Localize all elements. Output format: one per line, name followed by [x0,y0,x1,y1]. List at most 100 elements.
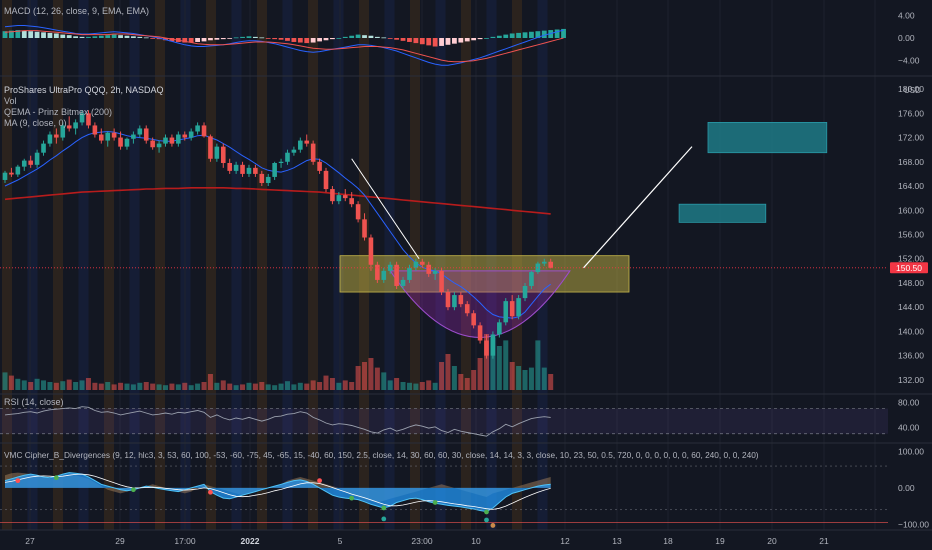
candle-body [330,189,335,202]
macd-histogram-bar [407,38,412,42]
candle-body [66,125,72,129]
volume-bar [477,358,483,390]
volume-bar [163,385,168,390]
macd-histogram-bar [47,32,53,38]
candle-body [342,195,348,199]
volume-bar [394,378,400,390]
macd-histogram-bar [111,34,117,38]
volume-bar [207,374,213,390]
macd-histogram-bar [368,35,374,38]
candle-body [471,313,476,326]
trend-line [351,158,420,259]
candle-body [60,125,66,138]
macd-histogram-bar [28,31,34,38]
candle-body [291,149,297,153]
macd-histogram-bar [79,36,85,38]
session-stripe [155,0,165,530]
volume-bar [291,384,297,390]
vmc-y-tick-label: 0.00 [898,483,915,493]
volume-bar [85,378,91,390]
macd-histogram-bar [297,38,303,43]
macd-histogram-bar [529,31,534,38]
vmc-cross-dot [208,489,213,495]
volume-bar [304,383,310,390]
candle-body [548,261,553,268]
macd-histogram-bar [374,36,380,38]
macd-histogram-bar [98,35,104,38]
price-y-tick-label: 164.00 [898,181,924,191]
volume-bar [374,367,380,390]
price-y-tick-label: 180.00 [898,84,924,94]
macd-histogram-bar [387,38,393,39]
macd-histogram-bar [477,38,483,40]
macd-histogram-bar [21,30,27,38]
volume-bar [387,380,393,390]
macd-histogram-bar [541,30,547,38]
rsi-band [0,408,888,434]
macd-histogram-bar [208,38,213,41]
volume-bar [41,380,47,390]
volume-bar [34,378,40,390]
macd-histogram-bar [561,28,566,38]
volume-bar [124,383,130,390]
volume-bar [464,378,470,390]
candle-body [420,261,425,265]
macd-histogram-bar [458,38,464,43]
macd-histogram-bar [426,38,432,46]
candle-body [464,304,470,314]
macd-histogram-bar [394,38,400,40]
volume-bar [406,382,412,390]
candle-body [208,136,213,159]
volume-bar [265,384,271,390]
macd-y-tick-label: 0.00 [898,33,915,43]
candle-body [227,162,232,171]
volume-bar [28,382,34,390]
volume-bar [111,384,117,390]
volume-bar [143,382,149,390]
x-tick-label: 23:00 [411,536,433,546]
macd-histogram-bar [432,38,438,47]
candle-body [150,140,155,148]
session-stripe [333,0,344,530]
vmc-cross-dot [53,475,59,481]
candle-body [105,132,111,141]
macd-histogram-bar [496,35,502,38]
volume-bar [8,375,14,390]
volume-bar [21,380,27,390]
volume-bar [66,379,72,390]
rsi-title: RSI (14, close) [4,397,64,407]
vmc-cross-dot [432,500,438,505]
volume-bar [278,383,284,390]
volume-bar [535,340,541,390]
volume-bar [528,367,534,390]
macd-histogram-bar [53,33,59,38]
x-tick-label: 19 [715,536,725,546]
volume-bar [214,382,220,390]
vmc-signal-dot [381,516,387,522]
volume-bar [53,382,59,390]
macd-histogram-bar [285,38,290,41]
candle-body [214,146,220,159]
candle-body [233,164,239,171]
macd-histogram-bar [535,31,541,38]
volume-bar [548,374,554,390]
macd-histogram-bar [554,29,560,38]
volume-bar [297,382,303,390]
candle-body [432,270,438,274]
vmc-cross-dot [381,505,387,511]
candle-body [323,170,329,190]
projection-arrow [583,146,693,269]
candle-body [137,128,143,135]
macd-histogram-bar [143,37,149,39]
vmc-cross-dot [349,495,355,501]
x-tick-label: 18 [663,536,673,546]
macd-histogram-bar [336,38,342,39]
price-y-tick-label: 152.00 [898,254,924,264]
qema-200-line [4,187,551,215]
candle-body [201,125,207,137]
session-stripe [206,0,216,530]
session-stripe [2,0,12,530]
rsi-y-tick-label: 40.00 [898,422,920,432]
